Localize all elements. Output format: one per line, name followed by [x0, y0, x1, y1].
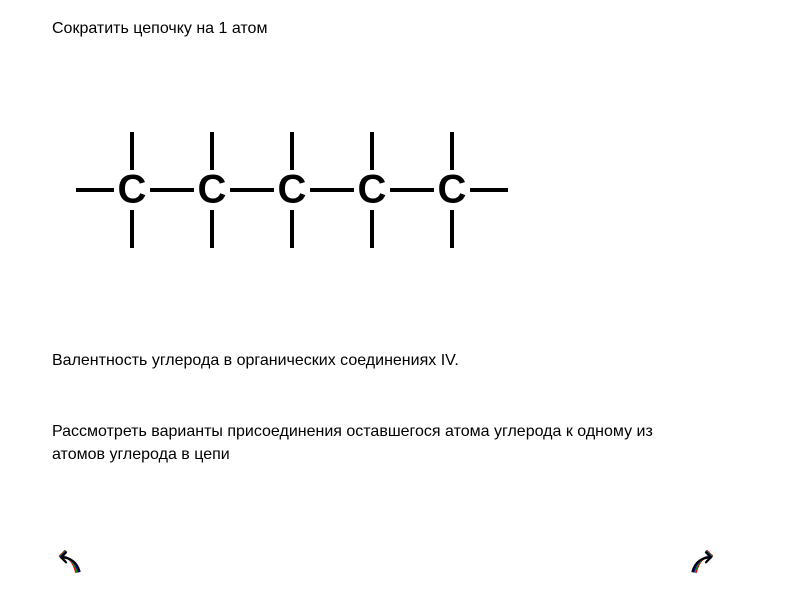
svg-text:С: С — [278, 168, 307, 212]
nav-forward-icon[interactable] — [686, 550, 720, 578]
svg-text:С: С — [118, 168, 147, 212]
text-variants: Рассмотреть варианты присоединения остав… — [52, 420, 692, 466]
svg-text:С: С — [438, 168, 467, 212]
svg-text:С: С — [198, 168, 227, 212]
page-root: Сократить цепочку на 1 атом С С С С С Валент… — [0, 0, 800, 600]
svg-text:С: С — [358, 168, 387, 212]
text-valence: Валентность углерода в органических соед… — [52, 352, 459, 370]
nav-back-icon[interactable] — [52, 550, 86, 578]
instruction-shorten: Сократить цепочку на 1 атом — [52, 20, 267, 38]
carbon-chain-diagram: ССССС — [52, 110, 572, 270]
